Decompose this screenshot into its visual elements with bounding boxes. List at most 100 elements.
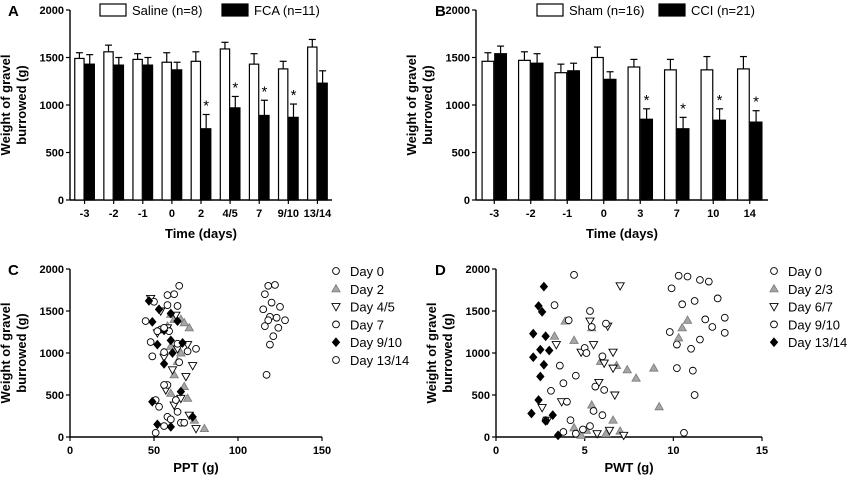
y-tick-label: 1000	[466, 348, 490, 360]
data-point	[564, 316, 573, 325]
data-point	[704, 277, 713, 286]
x-axis-title: PWT (g)	[604, 460, 653, 475]
legend-marker	[331, 283, 341, 293]
data-point	[167, 366, 178, 375]
data-point	[545, 345, 554, 356]
bar-treated	[494, 53, 508, 201]
x-tick-label: 50	[148, 445, 160, 457]
data-point	[261, 290, 269, 299]
data-point	[598, 411, 607, 420]
data-point	[259, 305, 268, 314]
y-axis-title: burrowed (g)	[14, 65, 29, 144]
x-axis-title: PPT (g)	[173, 460, 219, 475]
x-tick-label: 14	[744, 208, 757, 220]
data-point	[654, 401, 665, 411]
data-point	[673, 332, 684, 342]
bar-control	[663, 69, 677, 201]
data-point	[534, 301, 543, 311]
data-point	[569, 422, 579, 432]
x-tick-label: 15	[756, 445, 768, 457]
x-tick-label: 0	[169, 208, 175, 220]
data-point	[261, 322, 269, 330]
x-tick-label: 0	[601, 208, 607, 220]
data-point	[146, 338, 155, 346]
data-point	[171, 396, 180, 404]
data-point	[160, 348, 168, 357]
data-point	[176, 347, 186, 357]
data-point	[160, 323, 168, 332]
data-point	[683, 272, 692, 281]
data-point	[566, 416, 575, 425]
legend-label: Day 13/14	[788, 335, 847, 350]
data-point	[569, 335, 579, 344]
legend-marker	[770, 320, 778, 329]
data-point	[604, 426, 615, 436]
y-tick-label: 500	[46, 148, 64, 160]
data-point	[537, 306, 547, 317]
data-point	[148, 396, 157, 407]
y-axis-title: burrowed (g)	[440, 313, 455, 392]
y-tick-label: 500	[46, 390, 64, 402]
data-point	[582, 349, 591, 357]
data-point	[153, 327, 162, 336]
data-point	[720, 313, 729, 322]
data-point	[550, 301, 559, 309]
x-tick-label: 2	[198, 208, 204, 220]
legend-swatch	[658, 3, 686, 17]
legend-label: Sham (n=16)	[569, 3, 645, 18]
significance-marker: *	[644, 92, 650, 109]
x-axis-title: Time (days)	[165, 226, 237, 241]
data-point	[527, 408, 536, 419]
data-point	[678, 300, 687, 309]
data-point	[579, 425, 587, 434]
significance-marker: *	[232, 79, 238, 96]
y-axis-title: burrowed (g)	[14, 313, 29, 392]
data-point	[144, 296, 154, 306]
x-tick-label: 0	[67, 445, 73, 457]
legend-swatch	[536, 3, 564, 17]
data-point	[555, 361, 564, 370]
bar-control	[161, 61, 172, 201]
data-point	[667, 284, 676, 293]
data-point	[586, 422, 594, 430]
data-point	[175, 281, 184, 290]
bar-treated	[200, 128, 212, 201]
bar-treated	[317, 82, 328, 201]
bar-treated	[288, 116, 299, 201]
data-point	[191, 425, 201, 434]
data-point	[563, 397, 571, 406]
data-point	[674, 271, 683, 280]
significance-marker: *	[680, 100, 686, 117]
data-point	[687, 344, 695, 353]
data-point	[168, 348, 177, 358]
data-point	[274, 323, 283, 332]
significance-marker: *	[717, 92, 723, 109]
y-tick-label: 1500	[40, 306, 64, 318]
bar-control	[481, 60, 495, 201]
data-point	[631, 373, 641, 382]
panel-a: A Weight of gravel burrowed (g) 0 500 1000 150…	[0, 3, 332, 241]
data-point	[148, 352, 157, 361]
x-tick-label: -3	[80, 208, 90, 220]
data-point	[549, 331, 560, 340]
data-point	[281, 316, 289, 325]
legend-marker	[332, 320, 340, 329]
legend-label: Day 0	[788, 264, 822, 279]
data-point	[690, 391, 699, 399]
bar-control	[74, 57, 85, 201]
data-point	[151, 428, 160, 437]
y-tick-label: 1000	[40, 100, 64, 112]
data-point	[541, 331, 550, 342]
y-tick-label: 0	[464, 195, 470, 207]
significance-marker: *	[753, 94, 759, 111]
data-point	[166, 415, 175, 424]
bar-control	[700, 69, 714, 201]
panel-label: D	[435, 262, 446, 279]
panel-b: B Weight of gravel burrowed (g) 0 500 1000 150…	[404, 3, 768, 241]
data-point	[178, 338, 187, 348]
bar-control	[277, 68, 289, 201]
y-tick-label: 2000	[466, 264, 490, 276]
data-point	[696, 335, 704, 344]
